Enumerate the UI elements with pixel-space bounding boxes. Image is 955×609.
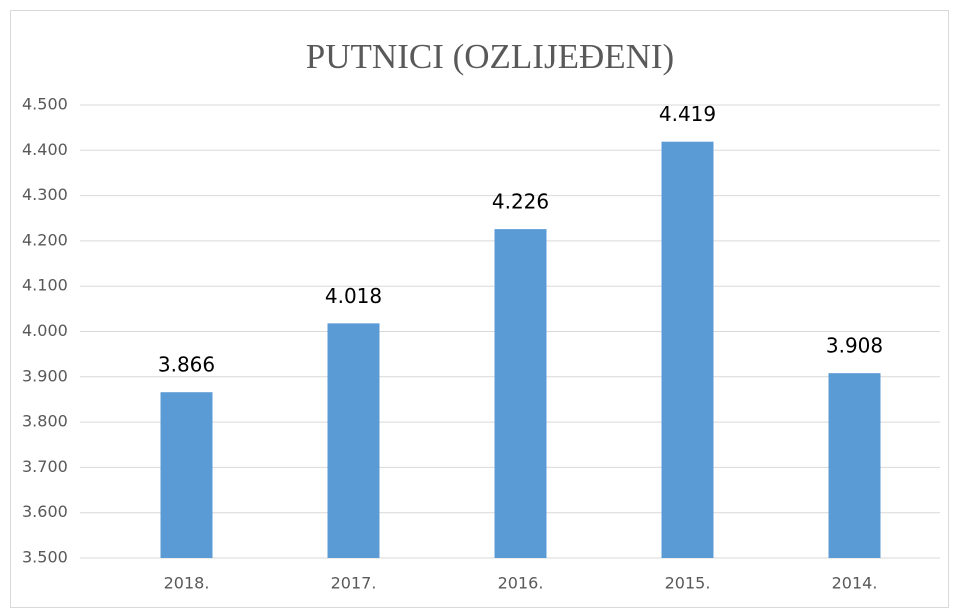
y-tick-label: 4.100 [22,276,68,295]
y-tick-label: 4.400 [22,140,68,159]
data-label: 4.018 [325,284,382,308]
y-tick-label: 3.700 [22,457,68,476]
y-tick-label: 4.300 [22,185,68,204]
x-tick-label: 2015. [665,574,711,593]
y-tick-label: 4.500 [22,95,68,114]
y-tick-label: 4.200 [22,230,68,249]
data-label: 3.908 [826,334,883,358]
y-tick-label: 3.900 [22,366,68,385]
chart-title: PUTNICI (OZLIJEĐENI) [306,37,674,76]
data-label: 4.226 [492,190,549,214]
x-tick-label: 2014. [832,574,878,593]
bar [327,323,380,558]
x-tick-label: 2017. [331,574,377,593]
bar [494,229,547,558]
data-label: 4.419 [659,102,716,126]
data-label: 3.866 [158,353,215,377]
bar [160,392,213,558]
y-tick-label: 3.500 [22,548,68,567]
x-tick-label: 2016. [498,574,544,593]
chart-border [10,10,949,608]
bar [828,373,881,558]
x-tick-label: 2018. [164,574,210,593]
y-tick-label: 3.600 [22,502,68,521]
y-tick-label: 3.800 [22,412,68,431]
y-tick-label: 4.000 [22,321,68,340]
bar [661,141,714,558]
